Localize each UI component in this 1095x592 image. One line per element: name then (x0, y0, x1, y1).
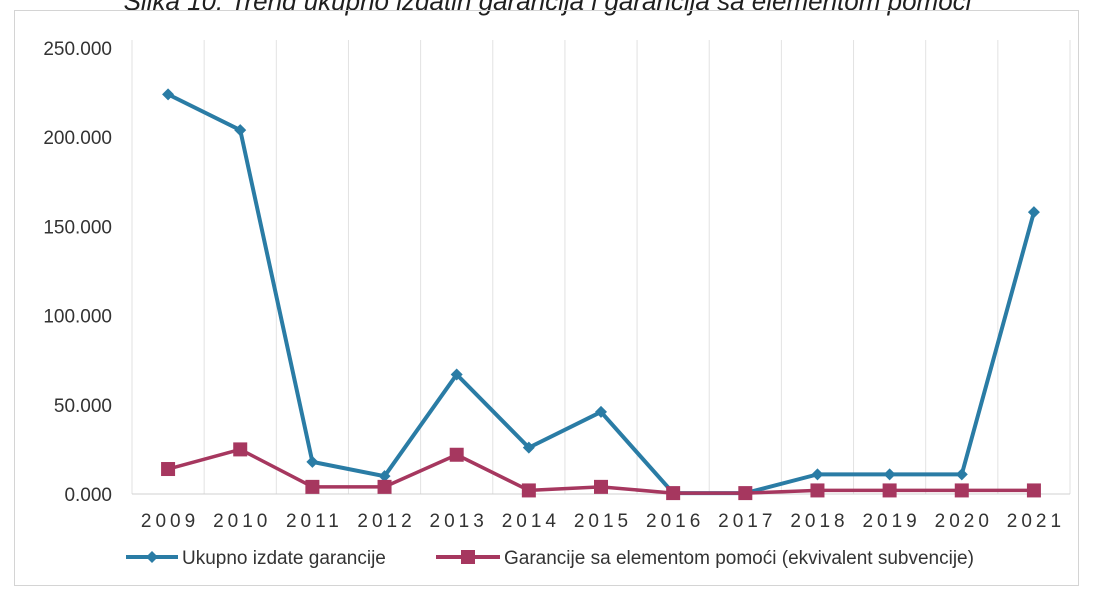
chart-frame (14, 10, 1079, 586)
vertical-gridlines (131, 40, 1071, 494)
data-point (1027, 206, 1040, 219)
data-point (522, 441, 535, 454)
data-point (521, 483, 536, 498)
data-point (305, 479, 320, 494)
data-point (306, 455, 319, 468)
x-tick-label: 2019 (862, 511, 920, 532)
x-tick-label: 2012 (357, 511, 415, 532)
x-tick-label: 2011 (286, 511, 343, 532)
y-tick-label: 200.000 (43, 128, 112, 149)
data-point (954, 483, 969, 498)
y-tick-label: 100.000 (43, 307, 112, 328)
x-tick-label: 2018 (790, 511, 848, 532)
x-tick-label: 2014 (502, 511, 560, 532)
data-point (1026, 483, 1041, 498)
data-point (666, 486, 681, 501)
data-point (162, 88, 175, 101)
figure-caption: Slika 10: Trend ukupno izdatih garancija… (123, 0, 972, 16)
y-tick-label: 150.000 (43, 217, 112, 238)
data-point (377, 479, 392, 494)
x-tick-label: 2016 (646, 511, 704, 532)
series-markers (161, 88, 1041, 501)
x-tick-label: 2009 (141, 511, 199, 532)
data-point (378, 470, 391, 483)
legend-label: Garancije sa elementom pomoći (ekvivalen… (504, 548, 974, 569)
y-axis-tick-labels: 0.000 50.000 100.000 150.000 200.000 250.000 (43, 39, 112, 506)
legend-marker-square (461, 550, 475, 564)
data-point (811, 468, 824, 481)
x-tick-label: 2010 (213, 511, 271, 532)
x-tick-label: 2013 (430, 511, 488, 532)
data-point (882, 483, 897, 498)
legend-marker-diamond (146, 551, 158, 563)
data-point (738, 486, 753, 501)
x-tick-label: 2021 (1007, 511, 1065, 532)
data-point (450, 368, 463, 381)
data-point (449, 447, 464, 462)
legend: Ukupno izdate garancije Garancije sa elem… (126, 548, 974, 569)
x-axis-tick-labels: 2009 2010 2011 2012 2013 2014 2015 2016 2017 2018… (141, 511, 1065, 532)
data-point (810, 483, 825, 498)
data-point (234, 124, 247, 137)
data-point (161, 462, 176, 477)
data-point (594, 479, 608, 494)
x-tick-label: 2017 (718, 511, 776, 532)
series-line-ukupno (167, 92, 1036, 496)
x-tick-label: 2015 (574, 511, 632, 532)
legend-label: Ukupno izdate garancije (182, 548, 386, 569)
y-tick-label: 0.000 (64, 485, 112, 506)
data-point (233, 442, 248, 457)
data-point (955, 468, 968, 481)
series-lines (167, 92, 1036, 496)
y-tick-label: 50.000 (54, 396, 112, 417)
y-tick-label: 250.000 (43, 39, 112, 60)
data-point (595, 405, 607, 418)
data-point (883, 468, 896, 481)
x-tick-label: 2020 (935, 511, 993, 532)
